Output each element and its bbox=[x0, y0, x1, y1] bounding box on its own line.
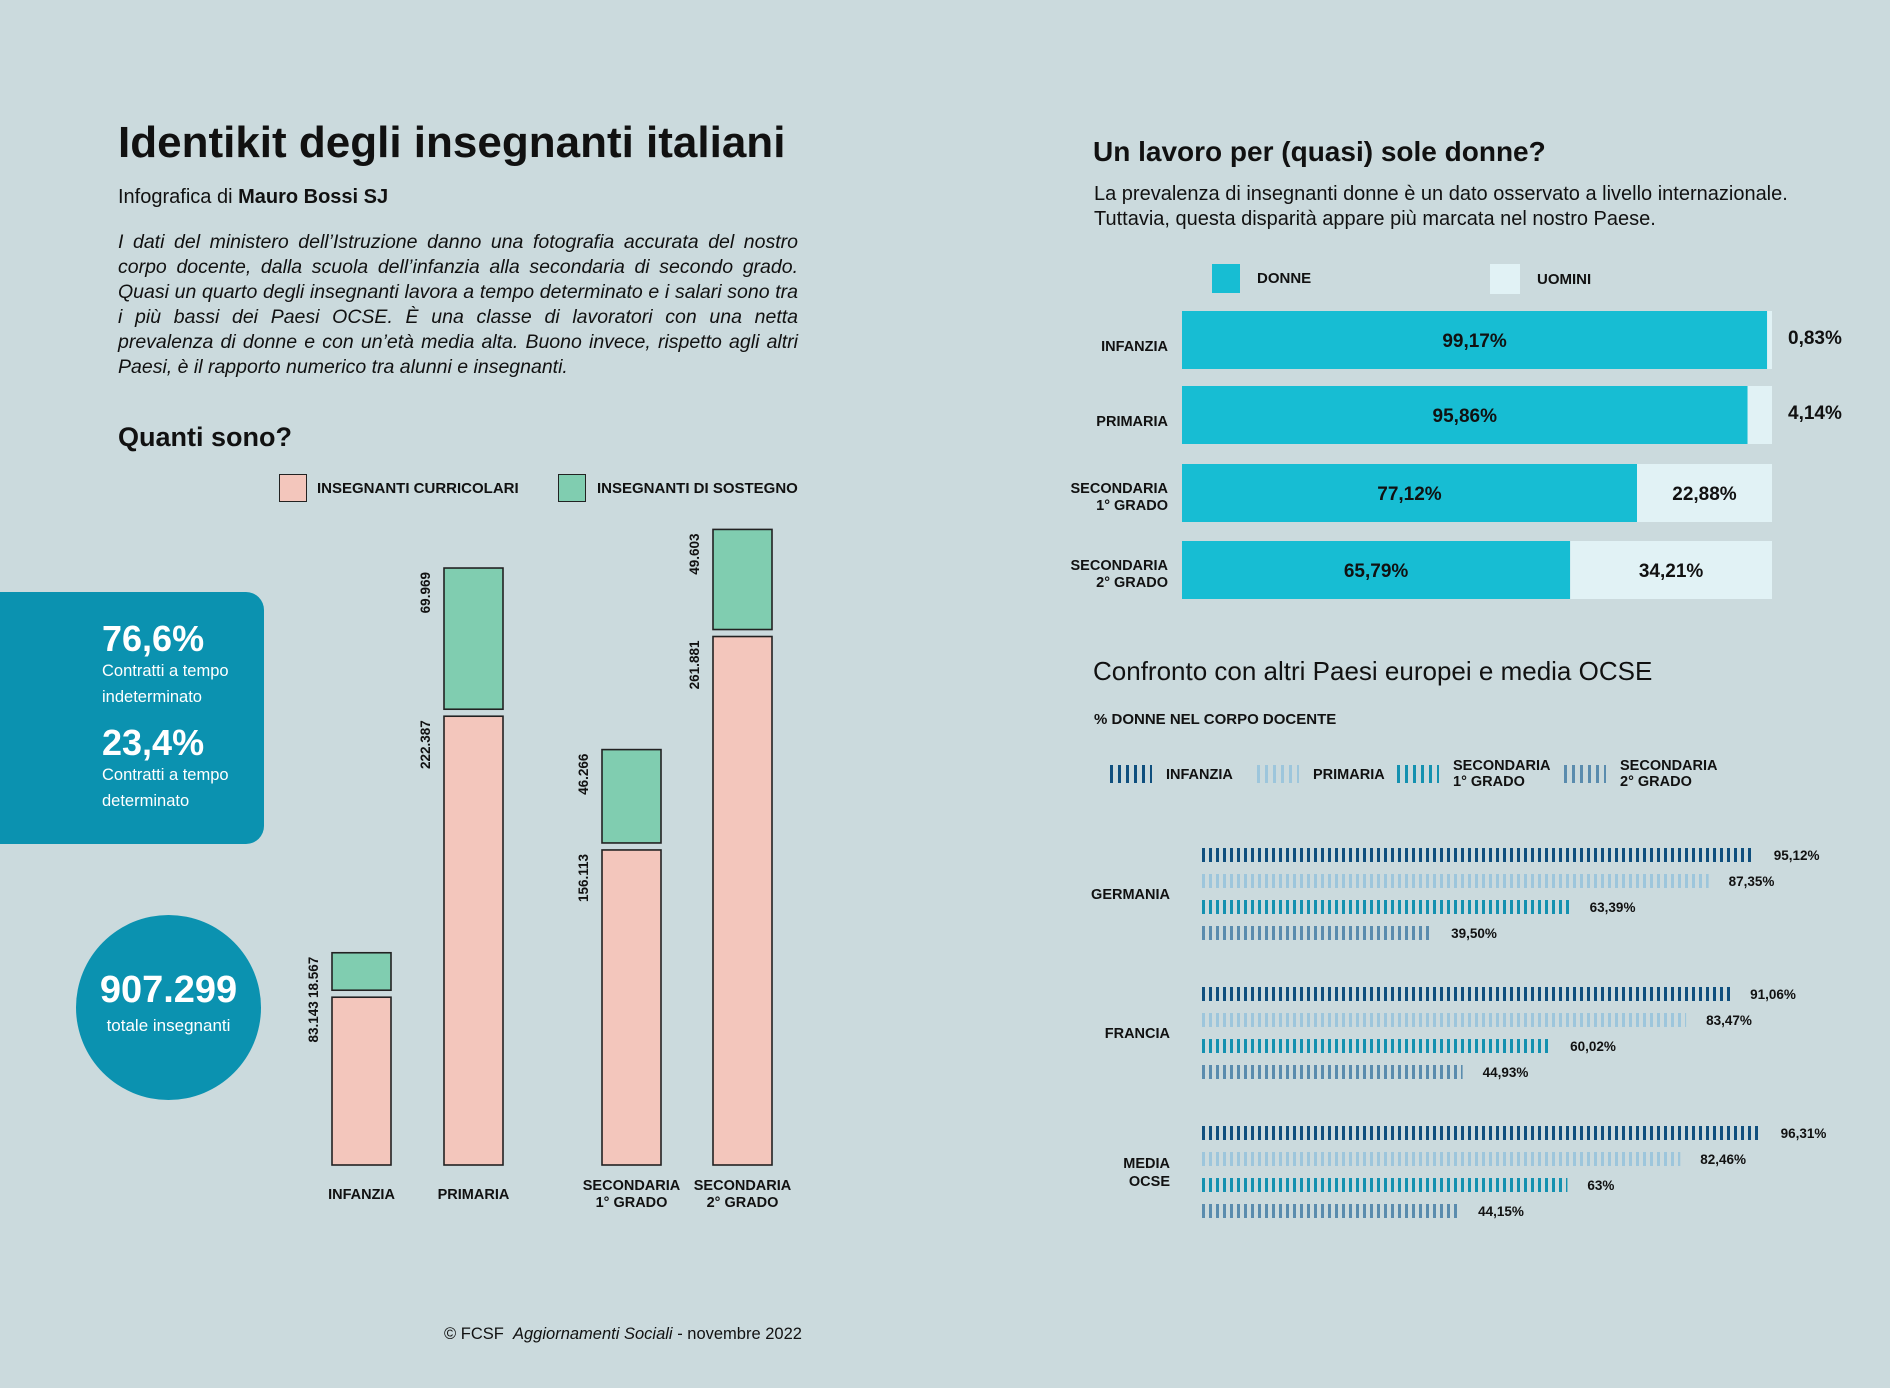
value-label-uomini: 34,21% bbox=[1639, 561, 1704, 582]
bar-donne bbox=[1182, 541, 1571, 599]
chart2-title: Un lavoro per (quasi) sole donne? bbox=[1093, 136, 1546, 167]
bar-uomini bbox=[1637, 464, 1772, 522]
bar-uomini bbox=[1747, 386, 1772, 444]
bar-curricolari bbox=[712, 635, 773, 1166]
chart2-subtitle: La prevalenza di insegnanti donne è un d… bbox=[1094, 183, 1788, 230]
bar-value-label: 83,47% bbox=[1706, 1013, 1752, 1028]
category-label: PRIMARIA bbox=[438, 1187, 510, 1203]
value-label-donne: 95,86% bbox=[1433, 406, 1498, 427]
category-label: INFANZIA bbox=[1101, 339, 1168, 355]
category-label: PRIMARIA bbox=[1096, 414, 1168, 430]
bar-value-label: 60,02% bbox=[1570, 1039, 1616, 1054]
bar-donne bbox=[1182, 386, 1748, 444]
stat-determinato-value: 23,4% bbox=[102, 722, 205, 763]
bar-label-sostegno: 69.969 bbox=[418, 572, 433, 613]
gender-share-bar-chart: 99,17% 0,83% INFANZIA 95,86% 4,14% PRIMARIA 77… bbox=[1071, 311, 1842, 599]
bar-uomini bbox=[1767, 311, 1772, 369]
value-label-donne: 65,79% bbox=[1344, 561, 1409, 582]
bar-uomini bbox=[1570, 541, 1772, 599]
stat-indeterminato-value: 76,6% bbox=[102, 618, 205, 659]
value-label-uomini: 4,14% bbox=[1788, 403, 1842, 424]
category-label: SECONDARIA 2° GRADO bbox=[1071, 558, 1169, 591]
stat-indeterminato-label: Contratti a tempo indeterminato bbox=[102, 662, 229, 706]
bar-value-label: 63,39% bbox=[1590, 900, 1636, 915]
bar-value-label: 39,50% bbox=[1451, 926, 1497, 941]
group-label: MEDIA OCSE bbox=[1123, 1156, 1170, 1190]
bar-donne bbox=[1182, 311, 1768, 369]
bar-sostegno bbox=[601, 748, 662, 844]
bar-curricolari bbox=[443, 715, 504, 1166]
bar-label-curricolari: 156.113 bbox=[576, 853, 591, 902]
category-label: SECONDARIA 2° GRADO bbox=[694, 1178, 792, 1211]
legend-swatch-sostegno bbox=[558, 474, 586, 502]
page-title: Identikit degli insegnanti italiani bbox=[118, 118, 786, 167]
legend-label-uomini: UOMINI bbox=[1537, 271, 1592, 288]
byline: Infografica di Mauro Bossi SJ bbox=[118, 186, 388, 209]
bar-sostegno bbox=[443, 567, 504, 711]
bar-value-label: 91,06% bbox=[1750, 987, 1796, 1002]
legend-label: PRIMARIA bbox=[1313, 767, 1385, 783]
bar-value-label: 44,93% bbox=[1483, 1065, 1529, 1080]
bar-donne bbox=[1182, 464, 1638, 522]
bar-value-label: 87,35% bbox=[1729, 874, 1775, 889]
legend-label: SECONDARIA 1° GRADO bbox=[1453, 758, 1551, 790]
bar-label-sostegno: 18.567 bbox=[306, 957, 321, 998]
byline-prefix: Infografica di bbox=[118, 186, 233, 208]
total-label: totale insegnanti bbox=[106, 1016, 231, 1035]
category-label: SECONDARIA 1° GRADO bbox=[583, 1178, 681, 1211]
intro-text: I dati del ministero dell’Istruzione dan… bbox=[118, 231, 798, 378]
bar-curricolari bbox=[601, 849, 662, 1166]
contracts-panel: 76,6% Contratti a tempo indeterminato 23… bbox=[0, 592, 264, 844]
bar-label-curricolari: 261.881 bbox=[687, 640, 702, 689]
bar-value-label: 95,12% bbox=[1774, 848, 1820, 863]
legend-swatch-donne bbox=[1212, 264, 1240, 293]
footer-credit: © FCSF Aggiornamenti Sociali - novembre … bbox=[444, 1325, 802, 1344]
byline-author: Mauro Bossi SJ bbox=[238, 186, 389, 208]
footer-publication: Aggiornamenti Sociali bbox=[513, 1325, 673, 1343]
value-label-donne: 77,12% bbox=[1377, 484, 1442, 505]
total-teachers-circle: 907.299 totale insegnanti bbox=[76, 915, 261, 1100]
value-label-donne: 99,17% bbox=[1442, 331, 1507, 352]
chart3-title: Confronto con altri Paesi europei e medi… bbox=[1093, 656, 1653, 686]
bar-value-label: 82,46% bbox=[1700, 1152, 1746, 1167]
bar-label-curricolari: 83.143 bbox=[306, 1001, 321, 1043]
bar-label-sostegno: 49.603 bbox=[687, 533, 702, 575]
legend-swatch-curricolari bbox=[279, 474, 307, 502]
legend-label: INFANZIA bbox=[1166, 767, 1233, 783]
group-label: FRANCIA bbox=[1105, 1026, 1171, 1042]
bar-sostegno bbox=[331, 951, 392, 992]
legend-label: SECONDARIA 2° GRADO bbox=[1620, 758, 1718, 790]
group-label: GERMANIA bbox=[1091, 887, 1170, 903]
chart1-title: Quanti sono? bbox=[118, 422, 292, 452]
legend-label-curricolari: INSEGNANTI CURRICOLARI bbox=[317, 480, 519, 497]
bar-value-label: 44,15% bbox=[1478, 1204, 1524, 1219]
bar-label-sostegno: 46.266 bbox=[576, 753, 591, 795]
total-value: 907.299 bbox=[99, 969, 238, 1011]
stat-determinato-label: Contratti a tempo determinato bbox=[102, 766, 229, 810]
legend-label-donne: DONNE bbox=[1257, 270, 1312, 287]
legend-swatch-uomini bbox=[1490, 264, 1520, 294]
bar-label-curricolari: 222.387 bbox=[418, 720, 433, 769]
category-label: INFANZIA bbox=[328, 1187, 395, 1203]
teachers-stacked-bar-chart: 83.143 18.567 INFANZIA 222.387 69.969 PRIMARI… bbox=[306, 528, 792, 1211]
bar-sostegno bbox=[712, 528, 773, 631]
footer-copyright: © FCSF bbox=[444, 1325, 504, 1343]
value-label-uomini: 22,88% bbox=[1672, 484, 1737, 505]
value-label-uomini: 0,83% bbox=[1788, 328, 1842, 349]
legend-label-sostegno: INSEGNANTI DI SOSTEGNO bbox=[597, 480, 798, 497]
bar-value-label: 96,31% bbox=[1781, 1126, 1827, 1141]
footer-date: - novembre 2022 bbox=[677, 1325, 802, 1343]
category-label: SECONDARIA 1° GRADO bbox=[1071, 481, 1169, 514]
chart3-ylabel: % DONNE NEL CORPO DOCENTE bbox=[1094, 711, 1337, 728]
bar-value-label: 63% bbox=[1587, 1178, 1614, 1193]
country-comparison-chart: INFANZIA PRIMARIA SECONDARIA 1° GRADO SECOND… bbox=[1091, 758, 1827, 1219]
bar-curricolari bbox=[331, 996, 392, 1166]
